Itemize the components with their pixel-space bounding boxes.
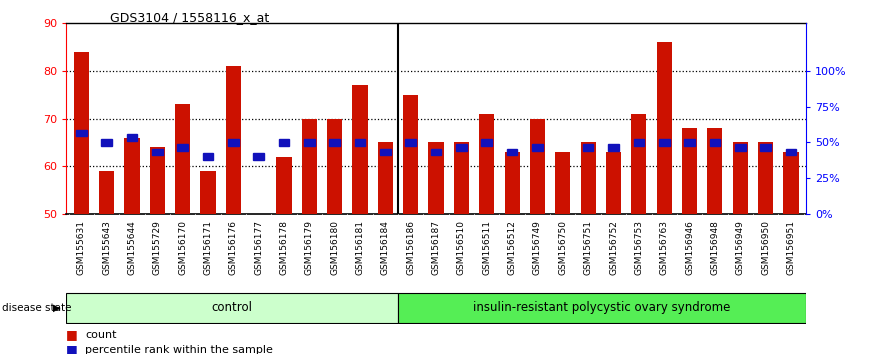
Bar [405,139,416,146]
Text: GSM156184: GSM156184 [381,220,390,275]
Bar [277,157,292,214]
Bar [583,144,594,150]
Bar [150,147,165,214]
Text: GSM156750: GSM156750 [559,220,567,275]
Bar [581,142,596,214]
Bar [152,149,163,155]
Bar [685,139,695,146]
Bar [659,139,670,146]
Bar [682,128,697,214]
Text: GSM156950: GSM156950 [761,220,770,275]
Bar [456,144,467,150]
Bar [175,104,190,214]
Text: percentile rank within the sample: percentile rank within the sample [85,345,273,354]
Text: GSM156176: GSM156176 [229,220,238,275]
Text: GSM156187: GSM156187 [432,220,440,275]
Bar [529,119,545,214]
Bar [200,171,216,214]
Bar [656,42,672,214]
Text: control: control [211,302,253,314]
Text: GSM156753: GSM156753 [634,220,643,275]
Bar [304,139,315,146]
Text: GSM156178: GSM156178 [279,220,289,275]
Text: count: count [85,330,117,339]
Text: GSM155644: GSM155644 [128,220,137,275]
Bar [327,119,343,214]
Bar [74,52,89,214]
Bar [479,114,494,214]
Text: GSM156186: GSM156186 [406,220,415,275]
Bar [735,144,745,150]
Text: GSM156180: GSM156180 [330,220,339,275]
Bar [608,144,618,150]
Text: ▶: ▶ [53,303,61,313]
Bar [428,142,444,214]
Text: GSM156177: GSM156177 [255,220,263,275]
Text: ■: ■ [66,328,78,341]
Bar [632,114,647,214]
Text: GSM156946: GSM156946 [685,220,694,275]
Text: insulin-resistant polycystic ovary syndrome: insulin-resistant polycystic ovary syndr… [473,302,730,314]
Text: GSM156749: GSM156749 [533,220,542,275]
Bar [329,139,340,146]
FancyBboxPatch shape [66,293,398,323]
Text: GSM155729: GSM155729 [152,220,162,275]
Bar [555,152,570,214]
Text: GSM156512: GSM156512 [507,220,516,275]
Text: GSM156181: GSM156181 [356,220,365,275]
Bar [783,152,798,214]
Bar [124,138,139,214]
Bar [633,139,644,146]
Text: GSM156179: GSM156179 [305,220,314,275]
Bar [302,119,317,214]
Text: GSM156948: GSM156948 [710,220,720,275]
Bar [481,139,492,146]
Text: GSM156170: GSM156170 [178,220,187,275]
Text: GSM155643: GSM155643 [102,220,111,275]
Bar [99,171,115,214]
FancyBboxPatch shape [398,293,806,323]
Text: GSM155631: GSM155631 [77,220,85,275]
Bar [101,139,112,146]
Bar [203,154,213,160]
Text: GSM156510: GSM156510 [457,220,466,275]
Text: GSM156171: GSM156171 [204,220,212,275]
Bar [352,85,367,214]
Bar [355,139,366,146]
Bar [733,142,748,214]
Bar [606,152,621,214]
Bar [177,144,188,150]
Text: disease state: disease state [2,303,71,313]
Bar [226,66,241,214]
Text: GSM156949: GSM156949 [736,220,744,275]
Bar [76,130,86,136]
Text: GSM156752: GSM156752 [609,220,618,275]
Bar [403,95,418,214]
Bar [378,142,393,214]
Bar [709,139,720,146]
Text: GSM156511: GSM156511 [482,220,492,275]
Bar [507,149,517,155]
Text: GSM156751: GSM156751 [583,220,593,275]
Text: GDS3104 / 1558116_x_at: GDS3104 / 1558116_x_at [110,11,270,24]
Bar [760,144,771,150]
Bar [454,142,469,214]
Bar [558,235,568,241]
Bar [758,142,774,214]
Bar [228,139,239,146]
Text: ■: ■ [66,343,78,354]
Bar [505,152,520,214]
Text: GSM156951: GSM156951 [787,220,796,275]
Bar [707,128,722,214]
Text: GSM156763: GSM156763 [660,220,669,275]
Bar [786,149,796,155]
Bar [254,154,264,160]
Bar [380,149,391,155]
Bar [532,144,543,150]
Bar [278,139,289,146]
Bar [431,149,441,155]
Bar [127,135,137,141]
